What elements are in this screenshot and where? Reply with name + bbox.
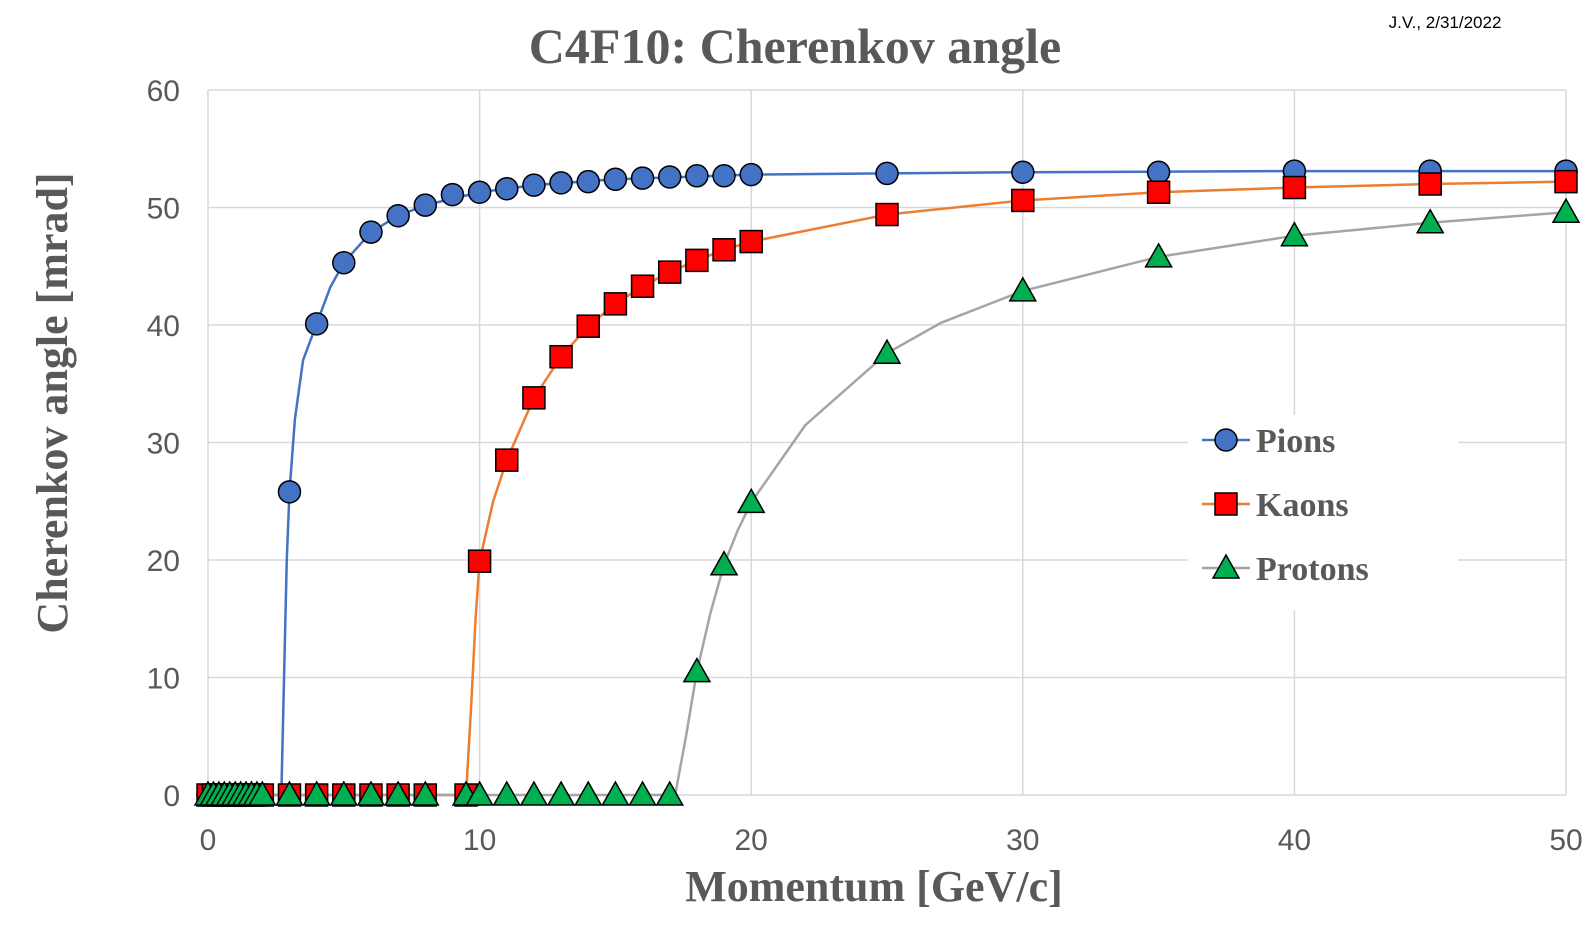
y-tick-label: 10 [147,663,180,696]
protons-markers [193,197,1581,806]
protons-point [628,780,657,806]
kaons-point [467,549,492,573]
pions-point [359,220,383,244]
pions-point [1011,160,1035,184]
pions-point [440,182,465,207]
protons-point [546,780,576,806]
legend-protons-label: Protons [1256,551,1369,588]
x-tick-label: 40 [1278,824,1311,857]
protons-point [1280,221,1309,247]
pions-point [739,162,763,187]
protons-point [1008,276,1038,302]
y-tick-label: 30 [147,428,180,461]
kaons-point [685,248,709,273]
kaons-point [739,229,763,254]
protons-point [492,780,522,806]
author-date-note: J.V., 2/31/2022 [1389,13,1502,32]
pions-point [386,203,410,228]
chart-title: C4F10: Cherenkov angle [529,18,1061,74]
y-tick-label: 20 [147,545,180,578]
legend-kaons-marker [1214,492,1238,516]
protons-curve [208,210,1567,797]
kaons-point [576,314,600,338]
kaons-point [712,238,736,262]
pions-point [522,173,546,197]
tick-labels: 0 10 20 30 40 50 60 0 10 20 30 40 50 [147,75,1583,857]
y-tick-label: 40 [147,310,180,343]
pions-point [332,250,356,275]
protons-point [1415,208,1445,234]
protons-point [709,550,739,576]
protons-point [329,780,359,806]
pions-point [549,171,573,195]
pions-point [1146,160,1171,184]
kaons-point [1418,172,1442,196]
protons-point [519,780,549,806]
kaons-point [1146,180,1171,204]
pions-point [467,180,492,204]
protons-point [1144,242,1173,268]
x-tick-label: 30 [1006,824,1039,857]
protons-point [1551,197,1581,223]
legend-kaons-label: Kaons [1256,487,1349,524]
pions-point [875,161,899,186]
legend-pions-label: Pions [1256,423,1335,460]
pions-point [712,164,736,188]
kaons-point [657,260,682,284]
kaons-point [875,202,899,227]
protons-point [410,780,440,806]
x-tick-label: 0 [200,824,217,857]
x-tick-label: 20 [735,824,768,857]
series-markers [193,159,1581,807]
kaons-point [522,386,546,410]
pions-point [685,164,709,188]
pions-point [576,169,600,194]
kaons-point [630,274,655,298]
legend-pions-marker [1214,428,1238,452]
pions-point [630,166,655,190]
protons-point [356,780,386,806]
pions-point [603,167,628,192]
y-tick-label: 60 [147,75,180,108]
protons-point [872,338,902,364]
kaons-point [549,344,573,369]
kaons-point [1011,188,1035,213]
protons-point [465,780,494,806]
protons-point [248,780,277,806]
protons-point [736,487,766,514]
legend-protons-marker [1211,553,1241,579]
x-tick-label: 10 [463,824,496,857]
protons-point [275,780,304,806]
y-axis-title: Cherenkov angle [mrad] [28,172,77,633]
y-tick-label: 50 [147,193,180,226]
kaons-point [603,292,628,316]
x-tick-label: 50 [1549,824,1582,857]
kaons-point [495,448,519,472]
pions-point [277,480,302,504]
protons-point [573,780,603,806]
kaons-curve [208,180,1567,797]
pions-point [657,165,682,189]
pions-point [413,193,438,217]
pions-point [495,176,519,201]
pions-point [304,312,329,336]
kaons-point [1282,175,1307,200]
x-axis-title: Momentum [GeV/c] [685,862,1063,911]
protons-point [302,780,331,806]
legend: Pions Kaons Protons [1202,423,1369,588]
protons-point [601,780,630,806]
protons-point [383,780,413,806]
protons-point [655,780,685,806]
y-tick-label: 0 [163,780,180,813]
kaons-point [1554,169,1578,194]
protons-point [682,657,712,683]
